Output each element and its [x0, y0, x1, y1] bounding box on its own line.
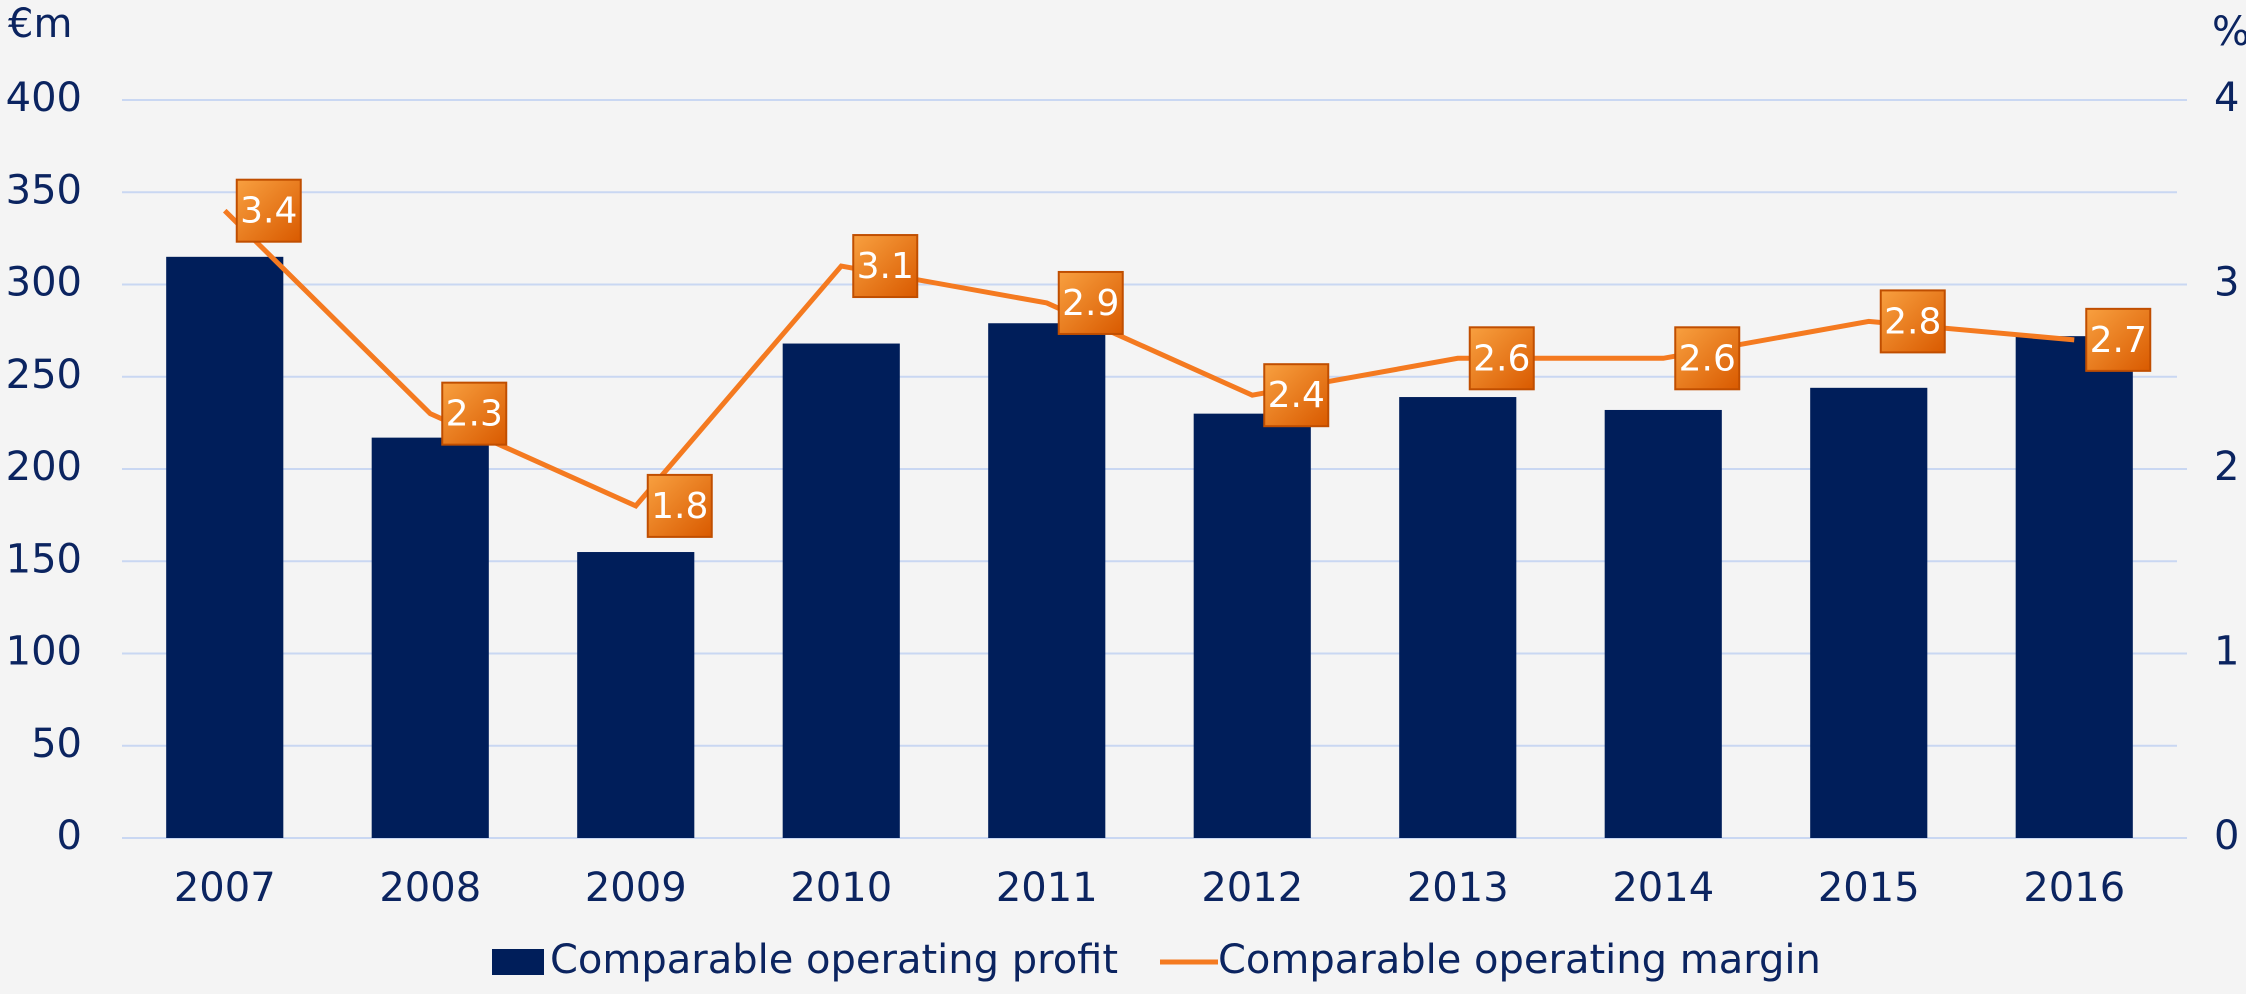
x-tick-label: 2012 — [1201, 865, 1303, 911]
value-label: 2.8 — [1884, 301, 1941, 342]
value-label: 2.7 — [2090, 320, 2147, 361]
bar — [1399, 397, 1517, 838]
value-label: 1.8 — [651, 486, 708, 527]
y-tick-label: 50 — [31, 721, 82, 767]
y-tick-label: 150 — [6, 536, 82, 582]
x-tick-label: 2014 — [1612, 865, 1714, 911]
value-label-box — [1879, 289, 1946, 354]
y-tick-label: 100 — [6, 629, 82, 675]
y2-tick-label: 4 — [2214, 75, 2239, 121]
bar — [988, 323, 1106, 838]
y2-tick-label: 1 — [2214, 629, 2239, 675]
value-label-box — [1057, 270, 1124, 335]
y-tick-label: 350 — [6, 167, 82, 213]
x-tick-label: 2007 — [174, 865, 276, 911]
x-tick-label: 2010 — [790, 865, 892, 911]
value-label-box — [646, 473, 713, 538]
value-label-box — [441, 381, 508, 446]
x-tick-label: 2015 — [1818, 865, 1920, 911]
bar — [577, 552, 695, 838]
bar — [2015, 336, 2133, 838]
bar — [166, 256, 284, 838]
y-tick-label: 400 — [6, 75, 82, 121]
y2-tick-label: 0 — [2214, 813, 2239, 859]
value-label-box — [852, 234, 919, 299]
value-label: 2.3 — [446, 394, 503, 435]
value-label: 2.6 — [1679, 338, 1736, 379]
x-tick-label: 2011 — [996, 865, 1098, 911]
y2-tick-label: 2 — [2214, 444, 2239, 490]
line — [222, 208, 2075, 509]
bar — [782, 343, 900, 838]
x-tick-label: 2009 — [585, 865, 687, 911]
x-tick-label: 2008 — [379, 865, 481, 911]
y-tick-label: 200 — [6, 444, 82, 490]
legend-label: Comparable operating margin — [1218, 937, 1821, 983]
x-tick-label: 2016 — [2023, 865, 2125, 911]
y2-axis-unit: % — [2212, 9, 2246, 55]
y2-tick-label: 3 — [2214, 260, 2239, 306]
y-tick-label: 250 — [6, 352, 82, 398]
x-tick-label: 2013 — [1407, 865, 1509, 911]
legend-swatch — [492, 949, 544, 975]
value-label: 2.4 — [1268, 375, 1325, 416]
value-label: 3.1 — [857, 246, 914, 287]
value-label-box — [1263, 363, 1330, 428]
value-label: 3.4 — [240, 191, 297, 232]
bar — [1810, 387, 1928, 838]
bar — [371, 437, 489, 838]
value-label-box — [1674, 326, 1741, 391]
value-label: 2.6 — [1473, 338, 1530, 379]
y-tick-label: 0 — [57, 813, 82, 859]
value-label: 2.9 — [1062, 283, 1119, 324]
value-label-box — [1468, 326, 1535, 391]
value-label-box — [2085, 307, 2152, 372]
bar — [1604, 409, 1722, 838]
bar — [1193, 413, 1311, 838]
value-label-box — [235, 178, 302, 243]
legend-label: Comparable operating profit — [550, 937, 1118, 983]
y-tick-label: 300 — [6, 260, 82, 306]
y-axis-unit: €m — [8, 1, 72, 47]
